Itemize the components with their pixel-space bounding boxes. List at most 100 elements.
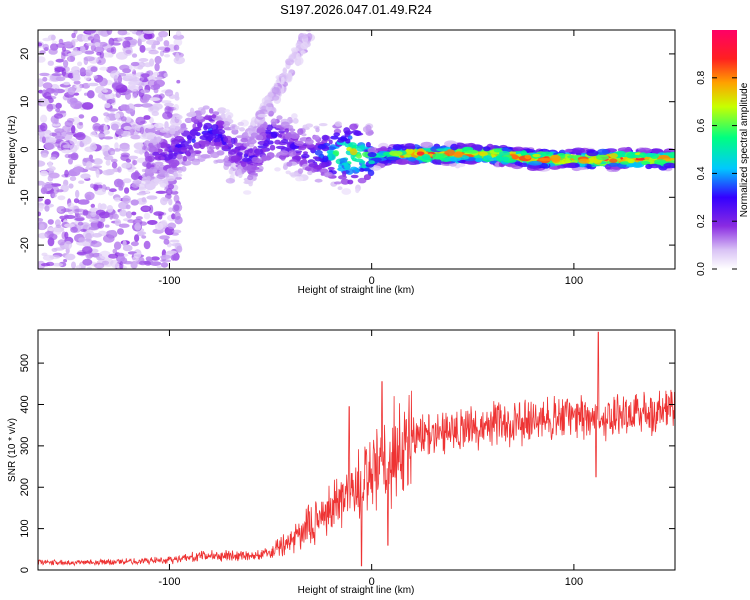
spectrogram-noise-cell	[98, 41, 108, 47]
spectrogram-ridge-cell	[185, 151, 190, 157]
spectrogram-noise-cell	[111, 81, 123, 89]
spectrogram-noise-cell	[125, 91, 131, 100]
spectrogram-noise-cell	[114, 219, 122, 226]
spectrogram-noise-cell	[290, 47, 299, 53]
spectrogram-noise-cell	[49, 255, 61, 260]
spectrogram-noise-cell	[139, 126, 145, 135]
spectrogram-noise-cell	[55, 58, 64, 63]
spectrogram-ridge-cell	[301, 153, 310, 159]
spectrogram-noise-cell	[271, 87, 280, 94]
spectrogram-ridge-cell	[239, 127, 245, 132]
spectrogram-ridge-cell	[209, 146, 215, 150]
spectrogram-noise-cell	[135, 216, 143, 220]
spectrogram-noise-cell	[41, 252, 48, 257]
spectrogram-noise-cell	[82, 157, 95, 163]
spectrogram-ridge-cell	[236, 135, 246, 139]
spectrogram-noise-cell	[154, 55, 162, 65]
spectrogram-noise-cell	[54, 219, 61, 227]
spectrogram-noise-cell	[92, 233, 103, 238]
spectrogram-noise-cell	[83, 241, 91, 248]
spectrogram-ridge-cell	[227, 141, 232, 147]
spectrogram-noise-cell	[138, 58, 149, 62]
spectrogram-ridge-cell	[168, 169, 174, 175]
spectrogram-ridge-cell	[431, 158, 442, 165]
spectrogram-noise-cell	[163, 238, 170, 245]
spectrogram-noise-cell	[98, 77, 108, 87]
spectrogram-noise-cell	[90, 183, 95, 189]
spectrogram-ridge-cell	[668, 151, 675, 159]
spectrogram-noise-cell	[77, 61, 83, 67]
colorbar: 0.0 0.2 0.4 0.6 0.8 Normalized spectral ampl…	[696, 30, 750, 276]
spectrogram-ridge-cell	[345, 138, 351, 144]
spectrogram-ridge-cell	[290, 133, 300, 139]
spectrogram-ridge-cell	[200, 108, 206, 115]
spectrogram-ridge-cell	[234, 125, 240, 130]
spectrogram-noise-cell	[170, 190, 179, 195]
spectrogram-noise-cell	[55, 76, 66, 82]
spectrogram-noise-cell	[132, 159, 138, 166]
spectrogram-ridge-cell	[330, 135, 339, 140]
spectrogram-noise-cell	[64, 215, 76, 219]
spectrogram-ridge-cell	[355, 153, 362, 159]
spectrogram-ridge-cell	[365, 124, 372, 132]
spectrogram-ridge-cell	[274, 167, 281, 172]
spectrogram-noise-cell	[68, 183, 74, 189]
spectrogram-ridge-cell	[189, 129, 198, 136]
spectrogram-noise-cell	[54, 67, 66, 72]
spectrogram-noise-cell	[137, 231, 147, 236]
spectrogram-noise-cell	[71, 38, 79, 43]
spectrogram-noise-cell	[133, 252, 142, 259]
spectrogram-noise-cell	[155, 222, 164, 230]
spectrogram-noise-cell	[83, 57, 89, 65]
spectrogram-ridge-cell	[314, 149, 323, 156]
spectrogram-ridge-cell	[170, 162, 178, 169]
spectrogram-noise-cell	[100, 203, 107, 210]
spectrogram-noise-cell	[94, 262, 105, 269]
spectrogram-noise-cell	[74, 84, 81, 89]
spectrogram-ridge-cell	[191, 159, 201, 166]
spectrogram-ridge-cell	[227, 115, 232, 122]
spectrogram-ridge-cell	[146, 134, 155, 141]
y-tick-label: 300	[19, 437, 31, 455]
spectrogram-noise-cell	[47, 237, 55, 247]
spectrogram-noise-cell	[167, 222, 177, 230]
spectrogram-ridge-cell	[328, 139, 333, 145]
spectrogram-ridge-cell	[294, 140, 304, 147]
spectrogram-noise-cell	[38, 180, 45, 186]
spectrogram-ridge-cell	[320, 163, 327, 169]
spectrogram-ridge-cell	[609, 153, 618, 159]
spectrogram-noise-cell	[55, 108, 61, 113]
spectrogram-ridge-cell	[307, 170, 313, 176]
spectrogram-ridge-cell	[266, 124, 273, 131]
spectrogram-noise-cell	[69, 138, 78, 145]
spectrogram-noise-cell	[64, 41, 73, 48]
spectrogram-noise-cell	[154, 161, 164, 166]
spectrogram-noise-cell	[124, 187, 130, 194]
spectrogram-noise-cell	[141, 206, 150, 211]
spectrogram-noise-cell	[61, 46, 67, 52]
spectrogram-noise-cell	[120, 104, 130, 111]
spectrogram-ridge-cell	[338, 163, 343, 169]
spectrogram-ridge-cell	[257, 113, 268, 118]
spectrogram-ridge-cell	[301, 133, 307, 137]
spectrogram-ridge-cell	[627, 159, 635, 164]
spectrogram-noise-cell	[147, 220, 158, 225]
spectrogram-ridge-cell	[538, 158, 552, 162]
spectrogram-ridge-cell	[632, 162, 643, 168]
spectrogram-noise-cell	[59, 215, 66, 220]
spectrogram-noise-cell	[112, 213, 119, 220]
spectrogram-ridge-cell	[242, 131, 249, 137]
spectrogram-noise-cell	[90, 211, 97, 217]
spectrogram-noise-cell	[99, 66, 108, 71]
spectrogram-ridge-cell	[453, 144, 461, 148]
spectrogram-ridge-cell	[626, 152, 636, 159]
spectrogram-noise-cell	[63, 59, 69, 68]
spectrogram-noise-cell	[78, 237, 86, 243]
spectrogram-noise-cell	[119, 145, 130, 152]
spectrogram-ridge-cell	[277, 134, 283, 138]
spectrogram-noise-cell	[164, 89, 174, 97]
spectrogram-ridge-cell	[144, 168, 154, 174]
spectrogram-ridge-cell	[648, 163, 662, 169]
spectrogram-noise-cell	[55, 224, 62, 228]
spectrogram-noise-cell	[168, 198, 173, 206]
